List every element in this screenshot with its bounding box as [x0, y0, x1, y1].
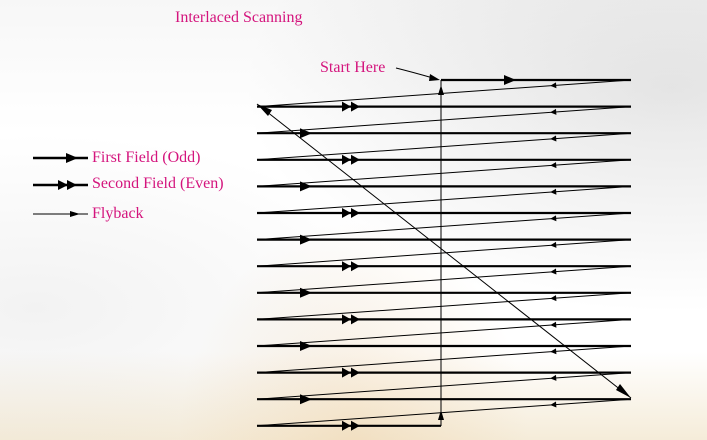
start-here-label: Start Here — [320, 59, 386, 76]
scan-line — [257, 420, 441, 431]
scan-line — [257, 154, 631, 165]
vertical-flyback-diagonal — [256, 103, 632, 399]
flyback-line — [256, 159, 632, 187]
scan-line — [257, 128, 631, 139]
scan-line — [257, 234, 631, 245]
flyback-line — [256, 132, 632, 161]
scan-line — [257, 314, 631, 325]
start-here-pointer — [395, 67, 440, 81]
flyback-line — [256, 239, 632, 267]
legend-first-field-label: First Field (Odd) — [92, 149, 201, 166]
flyback-line — [256, 79, 632, 108]
scan-line — [441, 75, 631, 85]
flyback-line — [256, 318, 632, 347]
scan-line — [257, 287, 631, 298]
legend-flyback-marker — [33, 211, 88, 217]
flyback-line — [256, 106, 632, 134]
scan-lines — [257, 75, 631, 431]
scan-line — [257, 367, 631, 378]
flyback-lines — [256, 79, 632, 427]
flyback-line — [256, 345, 632, 374]
legend-second-field-marker — [33, 180, 88, 190]
scan-line — [257, 101, 631, 112]
diagram-title: Interlaced Scanning — [175, 9, 303, 26]
flyback-line — [256, 372, 632, 400]
scan-line — [257, 181, 631, 192]
flyback-line — [256, 185, 632, 214]
flyback-line — [256, 265, 632, 294]
scan-line — [257, 341, 631, 351]
scan-line — [257, 261, 631, 272]
flyback-line — [256, 398, 632, 427]
legend-first-field-marker — [33, 153, 88, 163]
scan-line — [257, 394, 631, 405]
legend-second-field-label: Second Field (Even) — [92, 175, 224, 192]
vertical-retrace-line — [438, 80, 444, 426]
scan-line — [257, 208, 631, 218]
flyback-line — [256, 212, 632, 241]
flyback-line — [256, 292, 632, 320]
legend-flyback-label: Flyback — [92, 205, 144, 222]
